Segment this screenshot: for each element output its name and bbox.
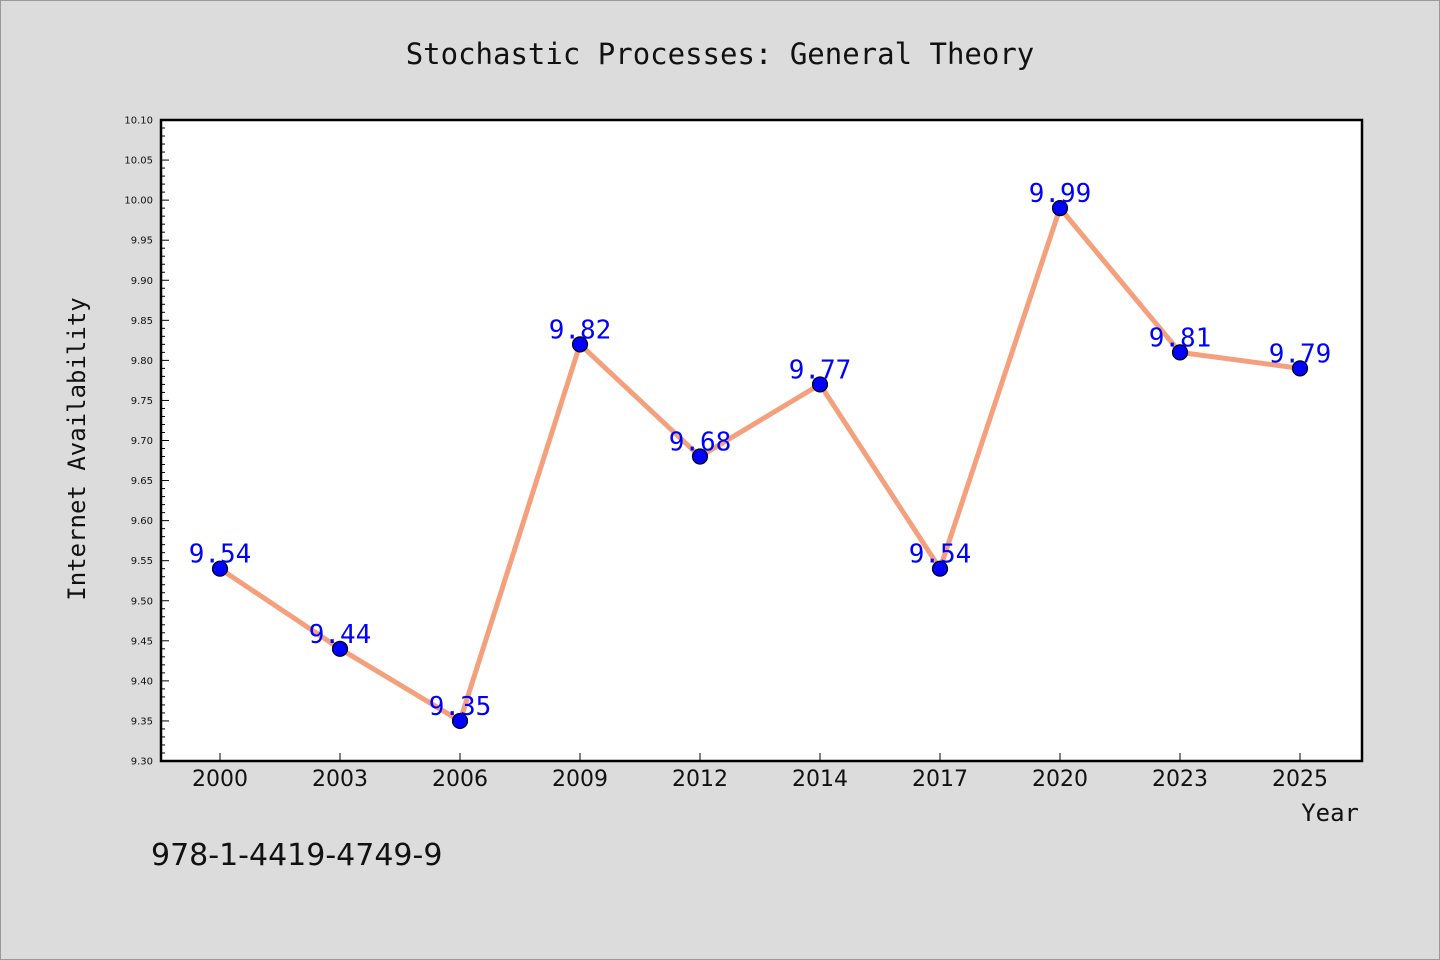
data-label: 9.35 [429, 692, 492, 722]
x-tick-label: 2000 [192, 767, 248, 792]
y-tick-label: 9.55 [131, 556, 153, 567]
y-tick-label: 10.00 [124, 196, 153, 207]
y-tick-label: 9.85 [131, 316, 153, 327]
y-tick-label: 10.05 [124, 156, 153, 167]
y-tick-label: 9.60 [131, 516, 153, 527]
data-point [211, 560, 229, 577]
plot-area [159, 118, 1364, 763]
data-labels: 9.54 9.44 9.35 9.82 9.68 9.77 9.54 9.99 9.81 9.79 [189, 179, 1332, 722]
data-point [1051, 200, 1069, 217]
x-tick-label: 2023 [1152, 767, 1208, 792]
data-label: 9.68 [669, 428, 732, 458]
y-tick-label: 9.90 [131, 276, 153, 287]
y-tick-label: 9.80 [131, 356, 153, 367]
data-label: 9.82 [549, 315, 612, 345]
data-label: 9.54 [189, 540, 252, 570]
x-tick-label: 2009 [552, 767, 608, 792]
x-axis-label: Year [1301, 799, 1359, 827]
x-axis: 2000 2003 2006 2009 2012 2014 2017 2020 2023 2025 [192, 753, 1328, 792]
data-label: 9.81 [1149, 323, 1212, 353]
x-tick-label: 2017 [912, 767, 968, 792]
data-point [571, 336, 589, 353]
data-point [331, 640, 349, 657]
y-tick-label: 9.30 [131, 757, 153, 768]
y-tick-label: 9.75 [131, 396, 153, 407]
data-label: 9.77 [789, 355, 852, 385]
data-point [931, 560, 949, 577]
x-tick-label: 2025 [1272, 767, 1328, 792]
y-tick-label: 9.50 [131, 596, 153, 607]
data-label: 9.54 [909, 540, 972, 570]
series-line-group [217, 205, 1303, 724]
x-tick-label: 2012 [672, 767, 728, 792]
y-tick-label: 9.65 [131, 476, 153, 487]
data-point [691, 448, 709, 465]
data-point [1291, 360, 1309, 377]
data-label: 9.79 [1269, 339, 1332, 369]
y-tick-label: 9.35 [131, 716, 153, 727]
x-tick-label: 2020 [1032, 767, 1088, 792]
x-tick-label: 2006 [432, 767, 488, 792]
isbn-text: 978-1-4419-4749-9 [151, 838, 442, 873]
x-tick-label: 2014 [792, 767, 848, 792]
y-tick-label: 9.45 [131, 636, 153, 647]
y-tick-label: 9.70 [131, 436, 153, 447]
data-label: 9.99 [1029, 179, 1092, 209]
x-tick-label: 2003 [312, 767, 368, 792]
y-axis: 9.30 9.35 9.40 9.45 9.50 9.55 9.60 9.65 9.70 9.75… [124, 116, 169, 768]
data-point [1171, 344, 1189, 361]
y-axis-label: Internet Availability [63, 297, 91, 600]
data-points [211, 200, 1309, 730]
chart-title: Stochastic Processes: General Theory [406, 37, 1035, 71]
y-tick-label: 9.40 [131, 676, 153, 687]
y-tick-label: 9.95 [131, 236, 153, 247]
data-point [451, 712, 469, 730]
y-tick-label: 10.10 [124, 116, 153, 127]
data-point [811, 376, 829, 393]
series-line [217, 205, 1303, 724]
data-label: 9.44 [309, 620, 372, 650]
